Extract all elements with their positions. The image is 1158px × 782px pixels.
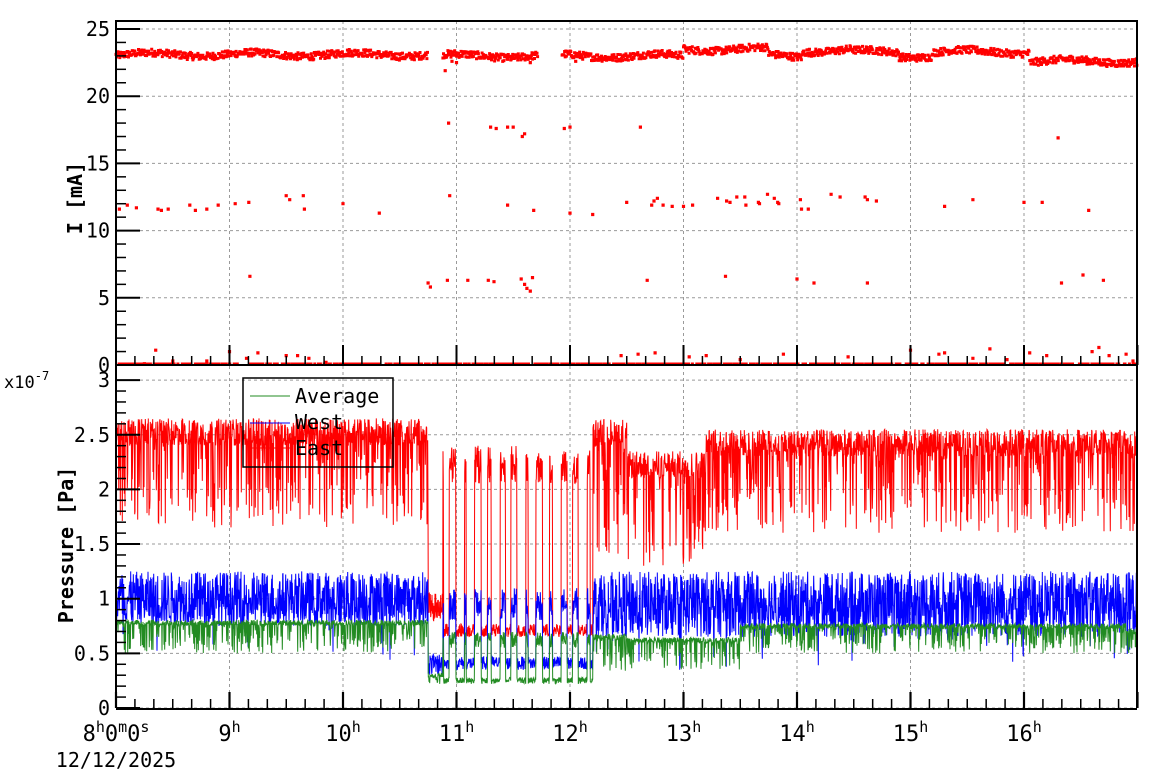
time-tick-label: 10h	[325, 718, 361, 747]
pressure-axes: 0 0.5 1 1.5 2 2.5 3	[74, 366, 1139, 720]
pressure-lines	[115, 418, 1138, 686]
current-y-tick-label: 5	[98, 286, 110, 310]
time-tick-label: 12h	[552, 718, 588, 747]
time-axis-labels: 8h0m0s 9h 10h 11h 12h 13h 14h 15h 16h	[83, 718, 1042, 747]
current-grid	[116, 21, 1137, 365]
pressure-grid	[116, 366, 1137, 709]
current-y-tick-label: 10	[86, 219, 110, 243]
legend: Average West East	[242, 377, 394, 468]
legend-box	[242, 377, 394, 468]
legend-average-label: Average	[295, 384, 379, 408]
legend-east-label: East	[295, 436, 343, 460]
time-tick-label: 13h	[666, 718, 702, 747]
time-tick-label: 14h	[779, 718, 815, 747]
time-tick-label: 9h	[218, 718, 240, 747]
west-pressure-line	[115, 570, 1138, 675]
pressure-y-tick-label: 3	[98, 368, 110, 392]
legend-west-label: West	[295, 410, 343, 434]
current-y-tick-label: 0	[98, 353, 110, 377]
pressure-y-tick-label: 2.5	[74, 423, 110, 447]
pressure-y-tick-label: 2	[98, 477, 110, 501]
pressure-y-tick-label: 0.5	[74, 641, 110, 665]
pressure-y-axis-label: Pressure [Pa]	[54, 467, 78, 624]
east-pressure-line	[115, 418, 1138, 638]
current-y-tick-label: 25	[86, 17, 110, 41]
time-tick-label: 8h0m0s	[83, 718, 150, 747]
current-scatter-points	[114, 42, 1139, 366]
time-tick-label: 15h	[893, 718, 929, 747]
current-y-tick-label: 15	[86, 151, 110, 175]
pressure-y-tick-label: 0	[98, 696, 110, 720]
pressure-y-tick-label: 1.5	[74, 532, 110, 556]
pressure-y-tick-label: 1	[98, 587, 110, 611]
current-panel: 0 5 10 15 20 25 I [mA]	[63, 17, 1139, 377]
date-label: 12/12/2025	[56, 748, 176, 772]
pressure-multiplier-label: x10-7	[4, 369, 49, 393]
pressure-panel: 0 0.5 1 1.5 2 2.5 3 Pressure [Pa] x10-7 Averag…	[4, 366, 1139, 720]
time-tick-label: 11h	[439, 718, 475, 747]
average-pressure-line	[115, 618, 1138, 686]
current-y-tick-label: 20	[86, 84, 110, 108]
current-axes: 0 5 10 15 20 25	[86, 17, 1139, 377]
current-y-axis-label: I [mA]	[63, 162, 87, 234]
time-tick-label: 16h	[1006, 718, 1042, 747]
